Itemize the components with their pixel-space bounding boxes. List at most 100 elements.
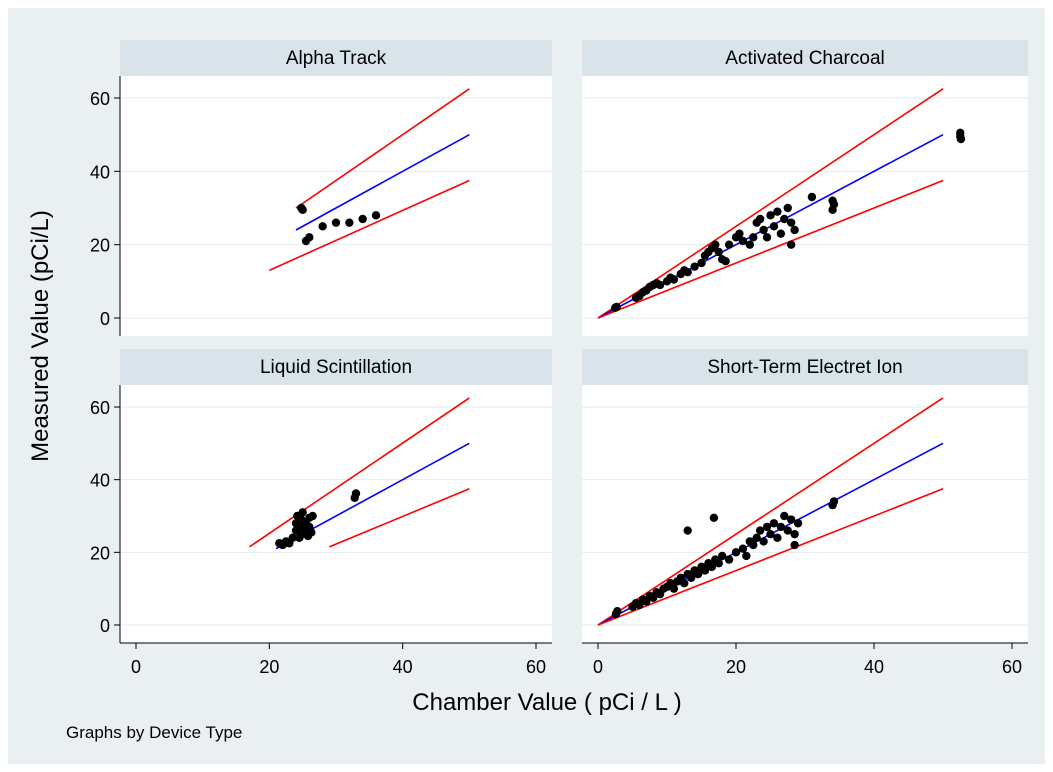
- panel-strip: [582, 40, 1028, 76]
- lower-line: [597, 179, 944, 319]
- data-point: [776, 229, 786, 238]
- data-point: [738, 236, 748, 246]
- data-point: [790, 529, 799, 539]
- panel-strip: [582, 349, 1028, 385]
- data-point: [298, 205, 307, 215]
- x-tick-label: 20: [726, 657, 746, 677]
- y-tick-label: 0: [100, 616, 110, 636]
- data-point: [308, 511, 317, 521]
- data-point: [371, 211, 381, 220]
- data-point: [787, 240, 796, 249]
- data-point: [724, 240, 734, 249]
- data-point: [787, 515, 796, 524]
- data-point: [762, 522, 772, 532]
- data-point: [780, 511, 789, 521]
- y-tick-label: 40: [90, 162, 110, 182]
- data-point: [731, 548, 741, 557]
- data-point: [288, 533, 297, 542]
- data-point: [721, 256, 730, 266]
- data-point: [783, 203, 792, 213]
- panel-title: Liquid Scintillation: [260, 357, 412, 378]
- data-point: [711, 240, 720, 249]
- y-tick-label: 20: [90, 236, 110, 256]
- data-point: [358, 214, 367, 224]
- data-point: [766, 529, 775, 539]
- x-tick-label: 60: [526, 657, 546, 677]
- x-tick-label: 0: [131, 657, 141, 677]
- data-point: [759, 225, 768, 235]
- data-point: [714, 559, 723, 568]
- fit-line: [295, 133, 470, 231]
- panel-strip: [120, 349, 552, 385]
- data-point: [669, 584, 679, 593]
- data-point: [724, 555, 734, 564]
- panel-strip: [120, 40, 552, 76]
- panel-1: Alpha Track 0 20 40 60: [90, 40, 552, 336]
- data-point: [773, 533, 782, 542]
- data-point: [655, 280, 665, 290]
- panel-2: Activated Charcoal: [582, 40, 1028, 336]
- panel-title: Short-Term Electret Ion: [707, 357, 902, 378]
- panel-4: Short-Term Electret Ion 0 20 40 60: [582, 349, 1028, 677]
- data-point: [749, 540, 758, 550]
- data-point: [700, 566, 710, 575]
- data-point: [612, 302, 621, 312]
- panels: Alpha Track 0 20 40 60 Activated Charcoal Liqu…: [90, 40, 1028, 677]
- data-point: [790, 540, 799, 550]
- panel-3: Liquid Scintillation 0 20 40 60 0 20 40 60: [90, 349, 552, 677]
- data-point: [683, 526, 692, 535]
- x-tick-label: 40: [864, 657, 884, 677]
- data-point: [714, 247, 723, 257]
- panel-title: Activated Charcoal: [725, 48, 884, 69]
- x-axis-label: Chamber Value ( pCi / L ): [412, 689, 681, 716]
- data-point: [709, 513, 719, 523]
- data-point: [790, 225, 799, 235]
- data-point: [755, 526, 765, 535]
- graphs-by-note: Graphs by Device Type: [66, 723, 242, 742]
- data-point: [697, 258, 706, 268]
- panel-background: [120, 385, 552, 643]
- data-point: [738, 544, 748, 553]
- y-tick-label: 60: [90, 398, 110, 418]
- data-point: [793, 519, 803, 528]
- data-point: [742, 551, 751, 561]
- data-point: [829, 497, 839, 506]
- data-point: [301, 236, 311, 246]
- data-point: [807, 192, 817, 202]
- data-point: [318, 222, 327, 231]
- upper-line: [597, 397, 944, 626]
- data-point: [769, 222, 779, 231]
- panel-title: Alpha Track: [286, 48, 387, 69]
- data-point: [762, 233, 772, 242]
- data-point: [307, 528, 316, 537]
- data-point: [683, 267, 692, 277]
- y-axis-label: Measured Value (pCi/L): [27, 210, 54, 462]
- upper-line: [295, 88, 470, 209]
- data-point: [752, 533, 761, 542]
- lower-line: [597, 488, 944, 626]
- y-tick-label: 0: [100, 309, 110, 329]
- data-point: [690, 262, 699, 271]
- x-tick-label: 40: [393, 657, 413, 677]
- data-point: [956, 128, 965, 138]
- x-tick-label: 60: [1002, 657, 1022, 677]
- data-point: [749, 233, 758, 242]
- data-point: [686, 573, 696, 582]
- data-point: [766, 211, 775, 220]
- lower-line: [269, 179, 470, 272]
- data-point: [735, 229, 744, 238]
- data-point: [769, 519, 779, 528]
- lower-line: [329, 488, 470, 548]
- y-tick-label: 60: [90, 89, 110, 109]
- upper-line: [248, 397, 470, 548]
- data-point: [829, 200, 839, 209]
- data-point: [755, 214, 765, 224]
- data-point: [787, 218, 796, 227]
- panel-background: [582, 76, 1028, 336]
- data-point: [773, 207, 782, 216]
- x-tick-label: 20: [259, 657, 279, 677]
- data-point: [669, 275, 679, 284]
- y-tick-label: 20: [90, 543, 110, 563]
